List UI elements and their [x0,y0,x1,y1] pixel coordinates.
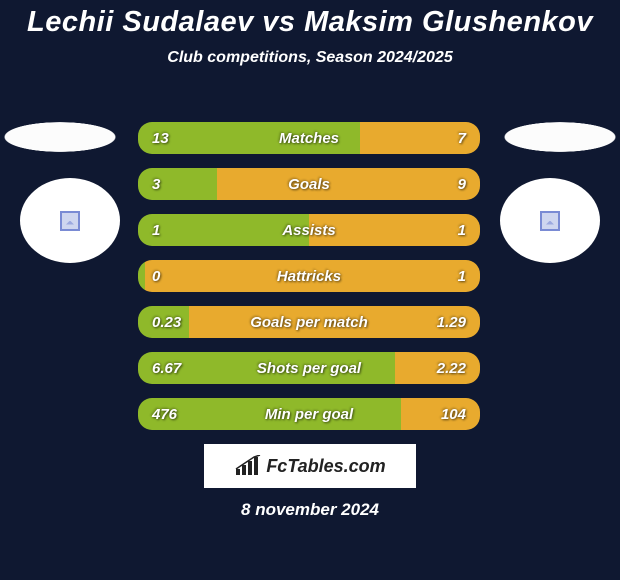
logo-text: FcTables.com [266,456,385,477]
stat-row: 476104Min per goal [138,398,480,430]
subtitle: Club competitions, Season 2024/2025 [0,49,620,67]
stat-row: 11Assists [138,214,480,246]
stat-label: Assists [138,214,480,246]
stat-row: 6.672.22Shots per goal [138,352,480,384]
stat-label: Min per goal [138,398,480,430]
stat-row: 137Matches [138,122,480,154]
logo-box: FcTables.com [204,444,416,488]
flag-right [504,122,616,152]
stat-label: Goals [138,168,480,200]
placeholder-icon [60,211,80,231]
stat-row: 01Hattricks [138,260,480,292]
stat-label: Hattricks [138,260,480,292]
flag-left [4,122,116,152]
stat-label: Goals per match [138,306,480,338]
page-title: Lechii Sudalaev vs Maksim Glushenkov [0,0,620,39]
player-photo-right [500,178,600,263]
stat-label: Matches [138,122,480,154]
date: 8 november 2024 [0,500,620,520]
logo-chart-icon [234,455,262,477]
stat-row: 0.231.29Goals per match [138,306,480,338]
player-photo-left [20,178,120,263]
stats-area: 137Matches 39Goals 11Assists 01Hattricks 0.2… [138,122,480,444]
stat-label: Shots per goal [138,352,480,384]
placeholder-icon [540,211,560,231]
stat-row: 39Goals [138,168,480,200]
